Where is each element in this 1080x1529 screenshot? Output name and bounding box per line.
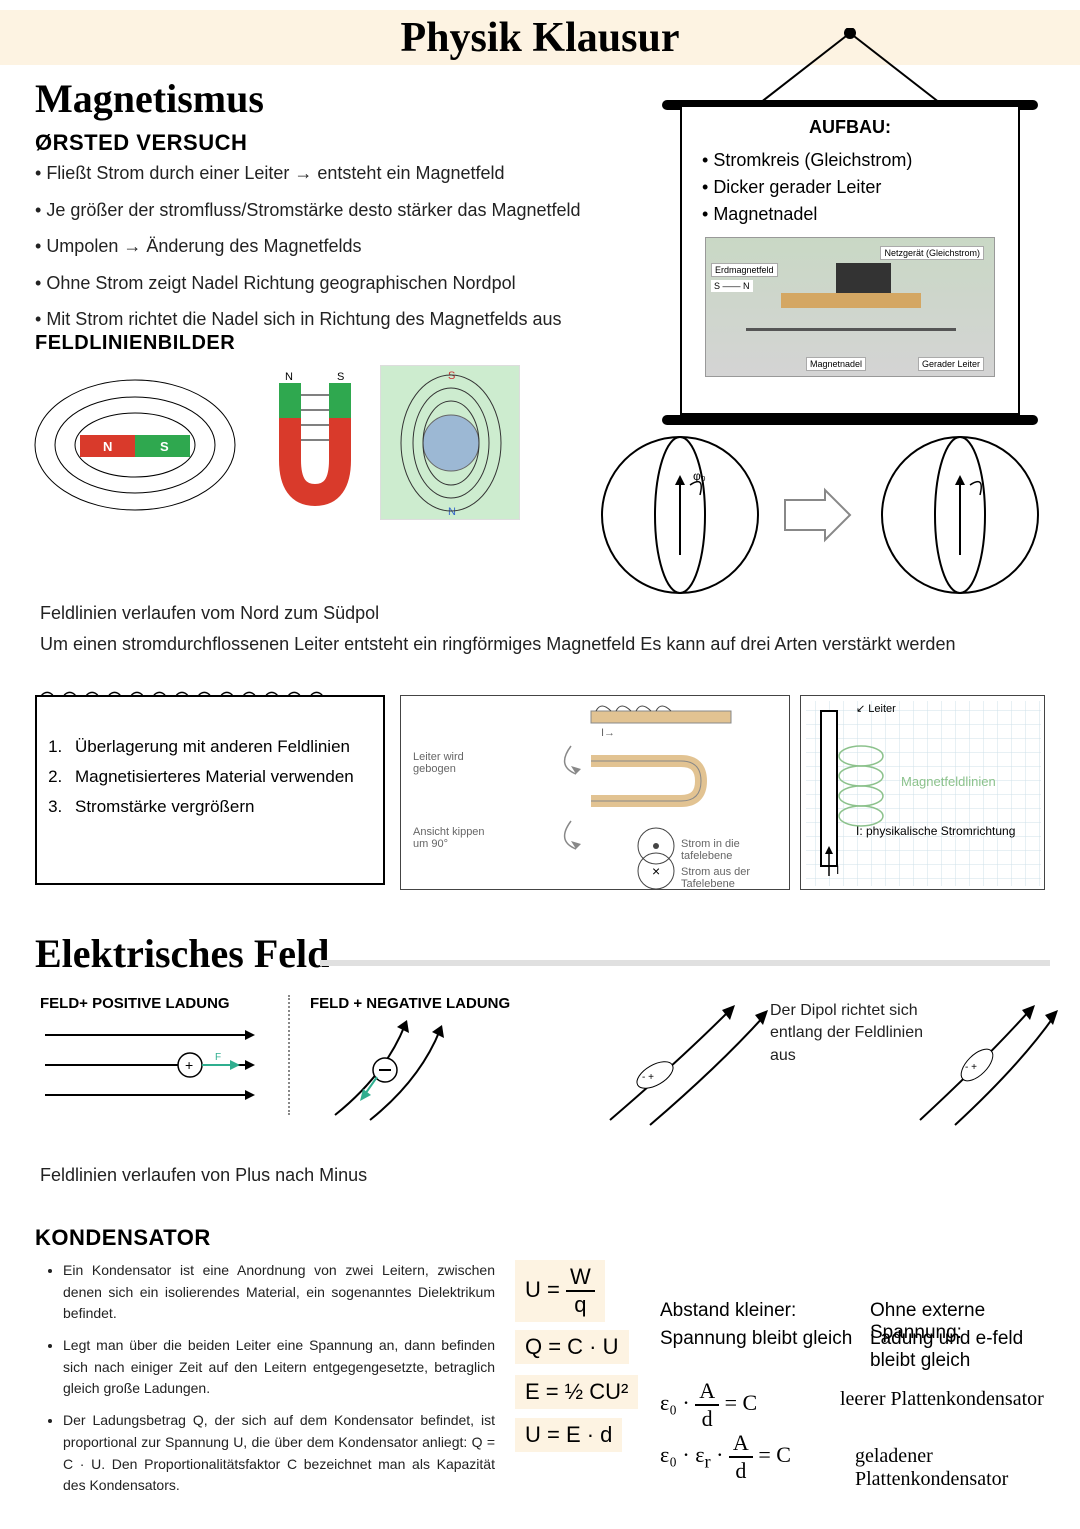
kond-b2: Legt man über die beiden Leiter eine Spa… [63,1335,495,1400]
poster-hanger [760,28,960,108]
dipole-diagram-1: - + [590,1000,770,1130]
formula-leer: ε₀ · Ad = C [660,1378,757,1432]
efeld-feldlinien-text: Feldlinien verlaufen von Plus nach Minus [40,1160,367,1191]
svg-text:S: S [337,371,344,383]
svg-text:- +: - + [965,1062,977,1073]
svg-text:I: I [836,863,839,877]
aufbau-b2: Dicker gerader Leiter [702,177,1018,198]
section-efeld: Elektrisches Feld [35,930,329,977]
feldlinien-heading: FELDLINIENBILDER [35,332,235,355]
efeld-pos-heading: FELD+ POSITIVE LADUNG [40,995,230,1012]
aufbau-heading: AUFBAU: [682,117,1018,138]
orsted-heading: ØRSTED VERSUCH [35,130,247,156]
coil-leiter-gebogen: Leiter wird gebogen [413,751,488,775]
label-erdmagnetfeld: Erdmagnetfeld [711,263,778,277]
grid-magnetfeld-label: Magnetfeldlinien [901,774,996,789]
label-magnetnadel: Magnetnadel [806,357,866,371]
page-title: Physik Klausur [401,14,680,62]
svg-text:N: N [285,371,293,383]
kondensator-heading: KONDENSATOR [35,1225,211,1251]
dipole-diagram-2: - + [905,1000,1065,1130]
leiter-grid-diagram: I ↙ Leiter Magnetfeldlinien I: physikali… [800,695,1045,890]
kond-b3: Der Ladungsbetrag Q, der sich auf dem Ko… [63,1410,495,1497]
svg-text:S: S [448,370,455,382]
svg-text:S: S [160,439,169,454]
aufbau-b1: Stromkreis (Gleichstrom) [702,150,1018,171]
photo-bench [781,293,921,308]
orsted-bullets: Fließt Strom durch einer Leiter → entste… [35,158,655,341]
bar-magnet-field: N S [25,365,245,525]
section-magnetismus: Magnetismus [35,75,264,122]
aufbau-photo: Erdmagnetfeld S —— N Netzgerät (Gleichst… [705,237,995,377]
formula-q-cu: Q = C · U [515,1330,629,1364]
aufbau-poster: AUFBAU: Stromkreis (Gleichstrom) Dicker … [680,105,1020,415]
note-abstand-t: Spannung bleibt gleich [660,1328,852,1350]
svg-text:F: F [215,1052,221,1063]
label-netzgeraet: Netzgerät (Gleichstrom) [880,246,984,260]
grid-i-label: I: physikalische Stromrichtung [856,824,1015,838]
notepad-1: Überlagerung mit anderen Feldlinien [67,737,383,757]
svg-text:N: N [103,439,112,454]
efeld-neg-heading: FELD + NEGATIVE LADUNG [310,995,510,1012]
feldlinien-t2: Um einen stromdurchflossenen Leiter ents… [40,634,955,654]
feldlinien-t1: Feldlinien verlaufen vom Nord zum Südpol [40,603,379,623]
orsted-b5: Mit Strom richtet die Nadel sich in Rich… [35,304,655,335]
kondensator-bullets: Ein Kondensator ist eine Anordnung von z… [45,1260,495,1497]
coil-ansicht: Ansicht kippen um 90° [413,826,488,850]
orsted-b3: Umpolen → Änderung des Magnetfelds [35,231,655,262]
notepad-3: Stromstärke vergrößern [67,797,383,817]
grid-leiter-label: ↙ Leiter [856,702,896,715]
coil-strom-in: Strom in die tafelebene [681,838,789,862]
svg-text:I→: I→ [601,727,615,739]
svg-text:φ₀: φ₀ [693,469,706,483]
efeld-line [320,960,1050,966]
label-leer: leerer Plattenkondensator [840,1388,1044,1411]
label-gerader-leiter: Gerader Leiter [918,357,984,371]
svg-text:N: N [448,506,456,518]
orsted-b2: Je größer der stromfluss/Stromstärke des… [35,195,655,226]
svg-text:×: × [652,863,660,879]
notepad: Überlagerung mit anderen Feldlinien Magn… [35,695,385,885]
note-abstand-h: Abstand kleiner: [660,1300,796,1322]
orsted-b4: Ohne Strom zeigt Nadel Richtung geograph… [35,268,655,299]
pos-field-diagram: + F [40,1020,270,1115]
svg-text:+: + [185,1057,193,1073]
formula-u-wq: U = Wq [515,1260,605,1322]
photo-netzgeraet-box [836,263,891,293]
earth-field: S N [380,365,520,520]
horseshoe-magnet: N S [255,365,375,525]
orsted-b1: Fließt Strom durch einer Leiter → entste… [35,158,655,189]
sphere-transition: φ₀ [590,430,1060,600]
coil-diagram: I→ × Leiter wird gebogen Ansicht kippen … [400,695,790,890]
neg-field-diagram [315,1015,485,1125]
formula-u-ed: U = E · d [515,1418,622,1452]
label-sn: S —— N [711,280,753,292]
note-ohne-t: Ladung und e-feld bleibt gleich [870,1328,1070,1372]
efeld-divider [288,995,290,1115]
formula-e-cu2: E = ½ CU² [515,1375,638,1409]
aufbau-b3: Magnetnadel [702,204,1018,225]
notepad-2: Magnetisierteres Material verwenden [67,767,383,787]
formula-geladen: ε₀ · εr · Ad = C [660,1430,791,1484]
poster-bottom-bar [662,415,1038,425]
feldlinien-text: Feldlinien verlaufen vom Nord zum Südpol… [40,598,1030,659]
label-geladen: geladener Plattenkondensator [855,1445,1080,1491]
kond-b1: Ein Kondensator ist eine Anordnung von z… [63,1260,495,1325]
coil-strom-aus: Strom aus der Tafelebene [681,866,789,890]
photo-wire [746,328,956,331]
svg-text:- +: - + [642,1072,654,1083]
